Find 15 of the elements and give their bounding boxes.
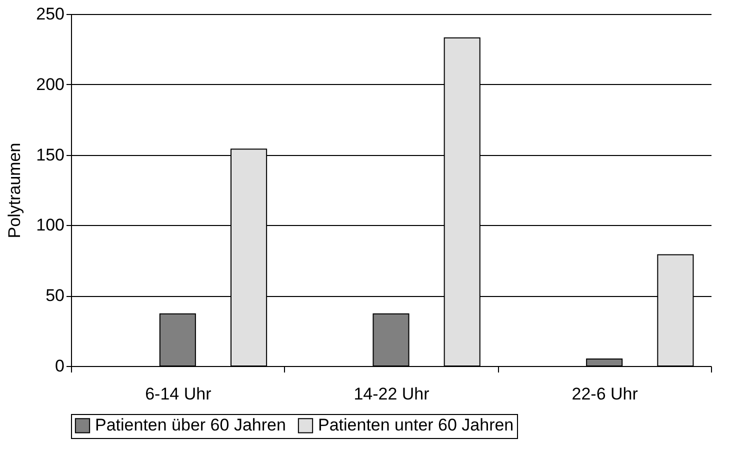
y-tick-label: 150 <box>36 145 64 164</box>
y-tick-label: 100 <box>36 216 64 235</box>
y-tick-label: 0 <box>55 356 64 376</box>
x-tick-label: 22-6 Uhr <box>572 384 638 404</box>
y-tick-label: 250 <box>36 4 64 24</box>
bar <box>372 313 410 366</box>
legend-label: Patienten unter 60 Jahren <box>318 416 514 435</box>
y-axis-title: Polytraumen <box>5 142 24 238</box>
y-tick-label: 200 <box>36 74 64 94</box>
legend-label: Patienten über 60 Jahren <box>95 416 286 435</box>
bar <box>586 358 623 366</box>
x-tick-label: 6-14 Uhr <box>145 384 212 404</box>
x-tick-label: 14-22 Uhr <box>354 384 430 404</box>
bar <box>159 313 196 366</box>
y-tick-label: 50 <box>46 286 64 306</box>
